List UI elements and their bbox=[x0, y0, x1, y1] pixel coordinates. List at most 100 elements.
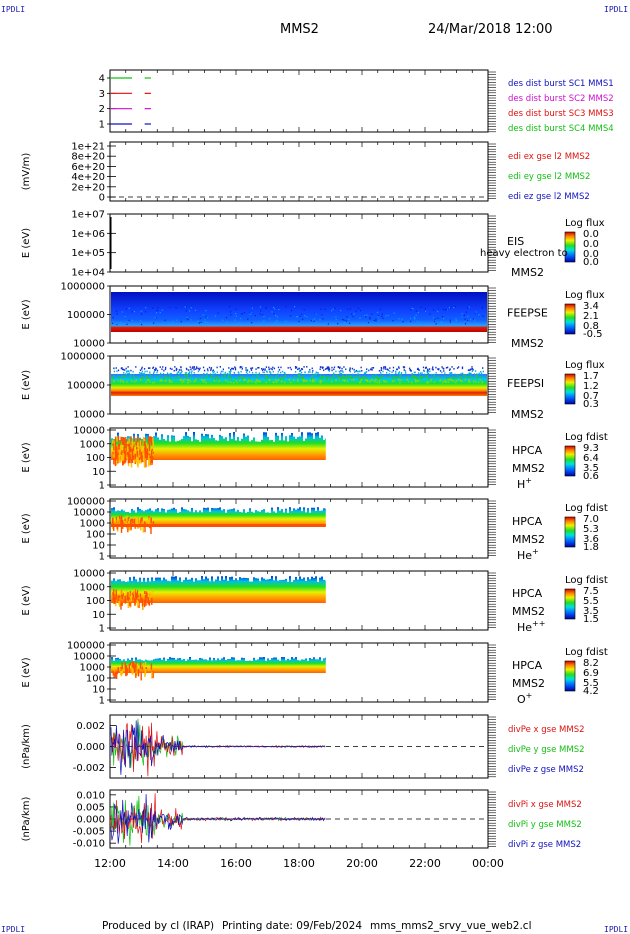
y-tick-label: 8e+20 bbox=[71, 152, 105, 163]
spacecraft-label: MMS2 bbox=[511, 266, 544, 279]
colorbar-tick-label: 6.4 bbox=[583, 453, 599, 464]
y-tick-label: 0.000 bbox=[76, 815, 105, 826]
colorbar-tick-label: 1.2 bbox=[583, 381, 599, 392]
spacecraft-label: MMS2 bbox=[511, 337, 544, 350]
y-tick-label: 3 bbox=[99, 89, 105, 100]
y-axis-label: E (eV) bbox=[21, 657, 32, 687]
instrument-label: HPCA bbox=[512, 587, 543, 600]
colorbar-title: Log fdist bbox=[565, 503, 608, 514]
colorbar-tick-label: 4.2 bbox=[583, 686, 599, 697]
y-tick-label: 1 bbox=[99, 552, 105, 563]
colorbar-tick-label: 1.8 bbox=[583, 542, 599, 553]
panel-frame bbox=[109, 213, 489, 273]
colorbar-title: Log fdist bbox=[565, 575, 608, 586]
panel-frame bbox=[109, 69, 489, 133]
footer-filename: mms_mms2_srvy_vue_web2.cl bbox=[370, 920, 532, 932]
y-tick-label: 10 bbox=[92, 610, 105, 621]
x-tick-label: 20:00 bbox=[346, 857, 378, 870]
instrument-label: HPCA bbox=[512, 515, 543, 528]
colorbar-title: Log fdist bbox=[565, 432, 608, 443]
panel-burst: 1 2 3 4 des dist burst SC1 MMS1 des dist burs… bbox=[99, 69, 614, 134]
y-tick-label: 0.005 bbox=[76, 802, 105, 813]
spectrogram-hpca bbox=[111, 507, 326, 527]
y-axis-label: E (eV) bbox=[21, 442, 32, 472]
instrument-label: FEEPSI bbox=[507, 377, 544, 390]
colorbar-title: Log flux bbox=[565, 290, 605, 301]
y-tick-label: 10000 bbox=[73, 339, 105, 350]
colorbar-tick-label: 7.0 bbox=[583, 514, 599, 525]
instrument-label: HPCA bbox=[512, 659, 543, 672]
y-tick-label: 100000 bbox=[67, 641, 105, 652]
legend-entry: divPe x gse MMS2 bbox=[508, 725, 585, 735]
y-tick-label: 10 bbox=[92, 541, 105, 552]
colorbar-tick-label: 0.6 bbox=[583, 471, 599, 482]
y-tick-label: 1 bbox=[99, 624, 105, 635]
y-tick-label: 1 bbox=[99, 696, 105, 707]
legend-entry: des dist burst SC3 MMS3 bbox=[508, 109, 614, 119]
y-tick-label: 6e+20 bbox=[71, 162, 105, 173]
colorbar-tick-label: 0.0 bbox=[583, 229, 599, 240]
colorbar-tick-label: 6.9 bbox=[583, 668, 599, 679]
colorbar-tick-label: 3.4 bbox=[583, 301, 599, 312]
colorbar-tick-label: 1.5 bbox=[583, 614, 599, 625]
y-tick-label: 2 bbox=[99, 104, 105, 115]
spacecraft-label: MMS2 bbox=[512, 677, 545, 690]
y-tick-label: 1 bbox=[99, 481, 105, 492]
spectrogram-hpca bbox=[111, 657, 326, 673]
y-tick-label: 1000000 bbox=[60, 282, 105, 293]
series-line bbox=[110, 794, 326, 844]
x-tick-label: 18:00 bbox=[283, 857, 315, 870]
legend-entry: edi ex gse l2 MMS2 bbox=[508, 152, 590, 162]
x-tick-label: 22:00 bbox=[409, 857, 441, 870]
y-tick-label: 0 bbox=[99, 193, 105, 204]
y-tick-label: 0.010 bbox=[76, 790, 105, 801]
colorbar-tick-label: 3.6 bbox=[583, 534, 599, 545]
footer-produced-by: Produced by cl (IRAP) bbox=[102, 920, 215, 932]
y-tick-label: 10000 bbox=[73, 569, 105, 580]
y-axis-label: E (eV) bbox=[21, 299, 32, 329]
series-line bbox=[110, 720, 326, 775]
y-axis-label: E (eV) bbox=[21, 370, 32, 400]
y-tick-label: 10000 bbox=[73, 410, 105, 421]
x-tick-label: 12:00 bbox=[94, 857, 126, 870]
y-tick-label: 100000 bbox=[67, 381, 105, 392]
instrument-label: EIS bbox=[507, 235, 524, 248]
y-tick-label: 100000 bbox=[67, 310, 105, 321]
y-tick-label: 1e+21 bbox=[71, 142, 105, 153]
colorbar bbox=[564, 588, 576, 620]
colorbar bbox=[564, 231, 576, 263]
species-label: He+ bbox=[517, 547, 539, 562]
y-tick-label: 10000 bbox=[73, 652, 105, 663]
colorbar-tick-label: 3.5 bbox=[583, 606, 599, 617]
colorbar bbox=[564, 516, 576, 548]
colorbar-title: Log fdist bbox=[565, 647, 608, 658]
corner-label-top-right: IPDLI bbox=[604, 5, 629, 14]
y-tick-label: 1e+06 bbox=[71, 229, 105, 240]
colorbar-tick-label: 8.2 bbox=[583, 658, 599, 669]
y-tick-label: 10000 bbox=[73, 508, 105, 519]
instrument-label: HPCA bbox=[512, 444, 543, 457]
y-tick-label: 1000 bbox=[80, 663, 105, 674]
y-tick-label: 0.000 bbox=[76, 742, 105, 753]
footer-printing-date: Printing date: 09/Feb/2024 bbox=[222, 920, 363, 932]
colorbar-title: Log flux bbox=[565, 218, 605, 229]
colorbar bbox=[564, 303, 576, 335]
species-label: H+ bbox=[517, 476, 532, 491]
y-tick-label: 10 bbox=[92, 685, 105, 696]
corner-label-bottom-right: IPDLI bbox=[604, 925, 629, 934]
legend-entry: des dist burst SC1 MMS1 bbox=[508, 79, 614, 89]
colorbar-title: Log flux bbox=[565, 360, 605, 371]
colorbar-tick-label: 3.5 bbox=[583, 463, 599, 474]
y-tick-label: 1 bbox=[99, 120, 105, 131]
colorbar-tick-label: 1.7 bbox=[583, 371, 599, 382]
y-tick-label: 4e+20 bbox=[71, 172, 105, 183]
y-tick-label: 100 bbox=[86, 453, 105, 464]
legend-entry: divPi z gse MMS2 bbox=[508, 840, 581, 850]
y-tick-label: 100000 bbox=[67, 497, 105, 508]
colorbar-tick-label: 0.0 bbox=[583, 239, 599, 250]
legend-entry: divPi x gse MMS2 bbox=[508, 800, 582, 810]
colorbar-tick-label: 0.8 bbox=[583, 321, 599, 332]
panel-frame bbox=[109, 141, 489, 202]
